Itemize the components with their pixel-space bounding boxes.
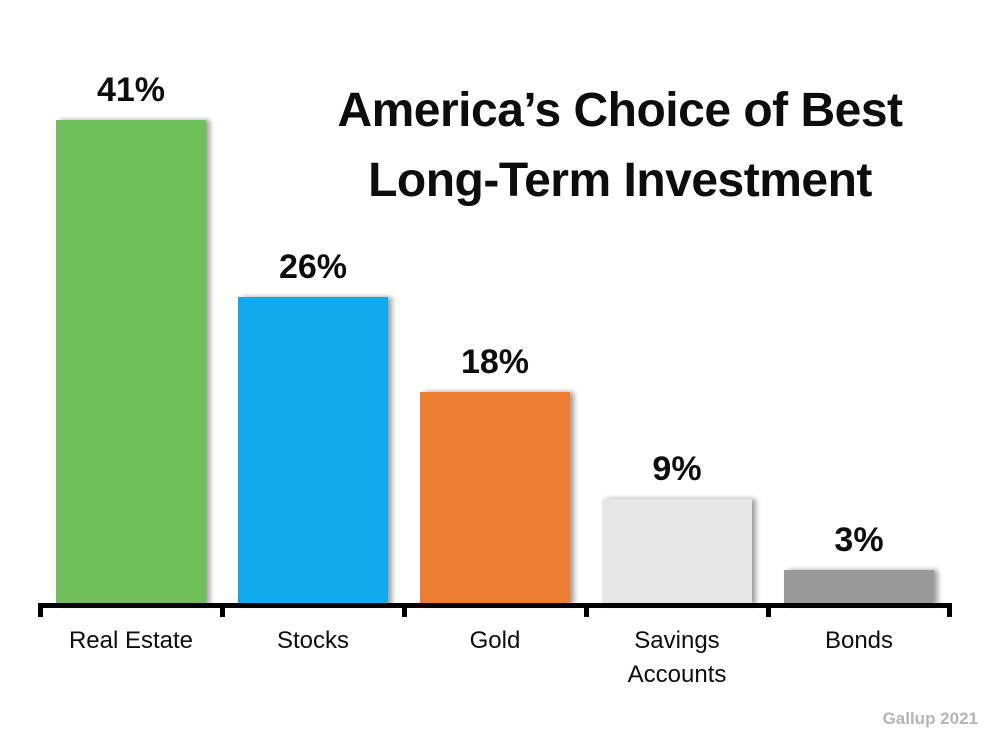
bar [238, 297, 388, 605]
x-axis-tick [947, 603, 952, 617]
x-axis-tick [38, 603, 43, 617]
x-axis-line [40, 603, 952, 608]
bar-value-label: 18% [460, 343, 530, 381]
category-label: Bonds [824, 627, 894, 654]
bar [784, 570, 934, 605]
bar [56, 120, 206, 605]
category-label: Stocks [276, 627, 350, 654]
x-axis-tick [220, 603, 225, 617]
bar-value-label: 3% [834, 521, 884, 559]
category-label: Real Estate [68, 627, 194, 654]
chart-title: America’s Choice of Best Long-Term Inves… [337, 84, 903, 207]
bar-value-label: 9% [652, 450, 702, 488]
x-axis-tick [402, 603, 407, 617]
bar-value-label: 26% [278, 248, 348, 286]
bar [602, 499, 752, 605]
source-attribution: Gallup 2021 [882, 709, 978, 728]
x-axis-tick [584, 603, 589, 617]
bar-value-label: 41% [96, 71, 166, 109]
category-label: Gold [469, 627, 521, 654]
x-axis-tick [766, 603, 771, 617]
category-label: Savings Accounts [627, 627, 727, 688]
bar [420, 392, 570, 605]
